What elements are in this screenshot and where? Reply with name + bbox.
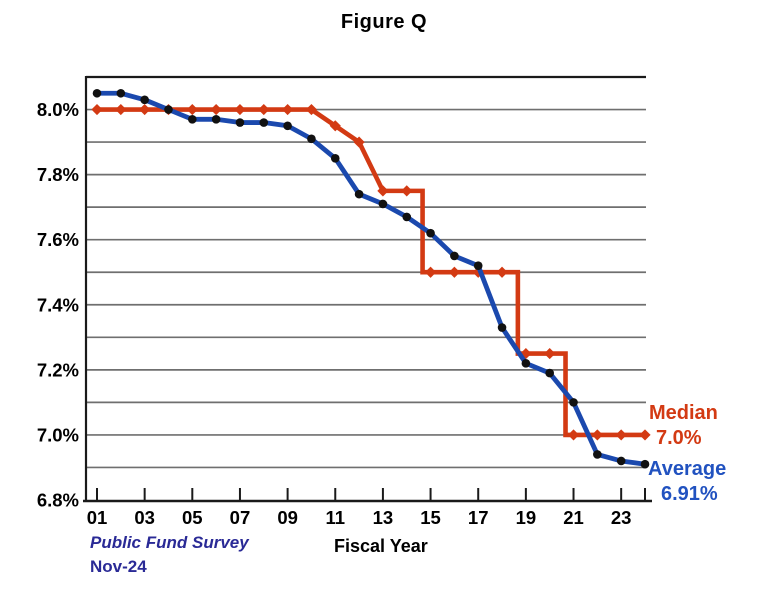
- average-marker: [426, 228, 435, 238]
- median-marker: [377, 185, 389, 197]
- median-marker: [210, 103, 222, 116]
- x-tick-label: 13: [373, 507, 394, 528]
- x-tick-label: 01: [87, 507, 108, 528]
- median-marker: [567, 429, 580, 441]
- y-tick-label: 8.0%: [37, 99, 79, 120]
- y-tick-label: 7.8%: [37, 164, 79, 185]
- average-marker: [473, 261, 483, 271]
- y-tick-label: 7.4%: [37, 294, 79, 315]
- average-marker: [235, 118, 245, 127]
- median-marker: [448, 266, 460, 278]
- average-marker: [497, 323, 507, 332]
- average-marker: [354, 189, 364, 199]
- median-marker: [401, 185, 413, 197]
- x-tick-label: 23: [611, 507, 632, 528]
- average-marker: [450, 251, 459, 261]
- x-tick-label: 17: [468, 507, 489, 528]
- median-marker: [234, 103, 246, 116]
- source-date: Nov-24: [90, 557, 147, 576]
- median-marker: [591, 429, 603, 441]
- median-marker: [305, 103, 318, 116]
- average-marker: [593, 450, 602, 459]
- average-marker: [545, 368, 554, 378]
- x-tick-label: 07: [230, 507, 251, 528]
- x-tick-label: 15: [420, 507, 441, 528]
- median-series-label: Median: [649, 402, 718, 424]
- source-attribution: Public Fund Survey: [90, 533, 249, 552]
- average-marker: [188, 115, 197, 124]
- x-tick-label: 19: [516, 507, 537, 528]
- median-marker: [186, 103, 198, 116]
- median-marker: [115, 103, 127, 116]
- median-marker: [496, 266, 508, 278]
- average-marker: [402, 212, 412, 222]
- y-tick-label: 7.0%: [37, 424, 79, 445]
- average-marker: [640, 459, 650, 469]
- average-line: [94, 90, 648, 467]
- y-tick-labels: 8.0% 7.8% 7.6% 7.4% 7.2% 7.0% 6.8%: [37, 99, 79, 510]
- average-marker: [616, 456, 626, 466]
- median-latest-value: 7.0%: [656, 427, 702, 449]
- median-marker: [282, 103, 294, 116]
- x-tick-label: 09: [277, 507, 298, 528]
- median-marker: [615, 429, 627, 441]
- median-marker: [91, 103, 103, 116]
- x-ticks: [96, 488, 646, 501]
- x-tick-label: 05: [182, 507, 203, 528]
- median-marker: [544, 347, 556, 360]
- median-marker: [139, 103, 151, 116]
- average-series: [92, 88, 650, 469]
- x-tick-labels: 01 03 05 07 09 11 13 15 17 19 21 23: [87, 507, 632, 528]
- average-marker: [164, 105, 173, 114]
- average-series-label: Average: [648, 458, 727, 480]
- gridlines: [86, 108, 646, 469]
- average-marker: [259, 118, 269, 127]
- average-marker: [307, 134, 316, 144]
- chart-title: Figure Q: [340, 11, 428, 33]
- average-marker: [378, 199, 388, 209]
- y-tick-label: 7.2%: [37, 359, 79, 380]
- median-marker: [424, 266, 437, 278]
- average-marker: [211, 115, 221, 124]
- average-latest-value: 6.91%: [661, 483, 718, 505]
- axes: [83, 75, 652, 503]
- y-tick-label: 6.8%: [37, 490, 79, 511]
- median-marker: [329, 120, 341, 132]
- average-marker: [330, 154, 340, 163]
- median-series: [91, 103, 651, 441]
- x-tick-label: 21: [563, 507, 584, 528]
- average-marker: [92, 88, 102, 98]
- average-marker: [140, 95, 149, 105]
- median-marker: [258, 103, 270, 116]
- average-marker: [569, 398, 578, 407]
- average-marker: [283, 121, 292, 131]
- median-marker: [353, 136, 365, 148]
- x-axis-title: Fiscal Year: [334, 536, 428, 556]
- average-marker: [116, 88, 126, 98]
- x-tick-label: 03: [134, 507, 155, 528]
- average-marker: [521, 359, 531, 368]
- x-tick-label: 11: [325, 507, 345, 528]
- median-marker: [639, 429, 651, 441]
- y-tick-label: 7.6%: [37, 229, 79, 250]
